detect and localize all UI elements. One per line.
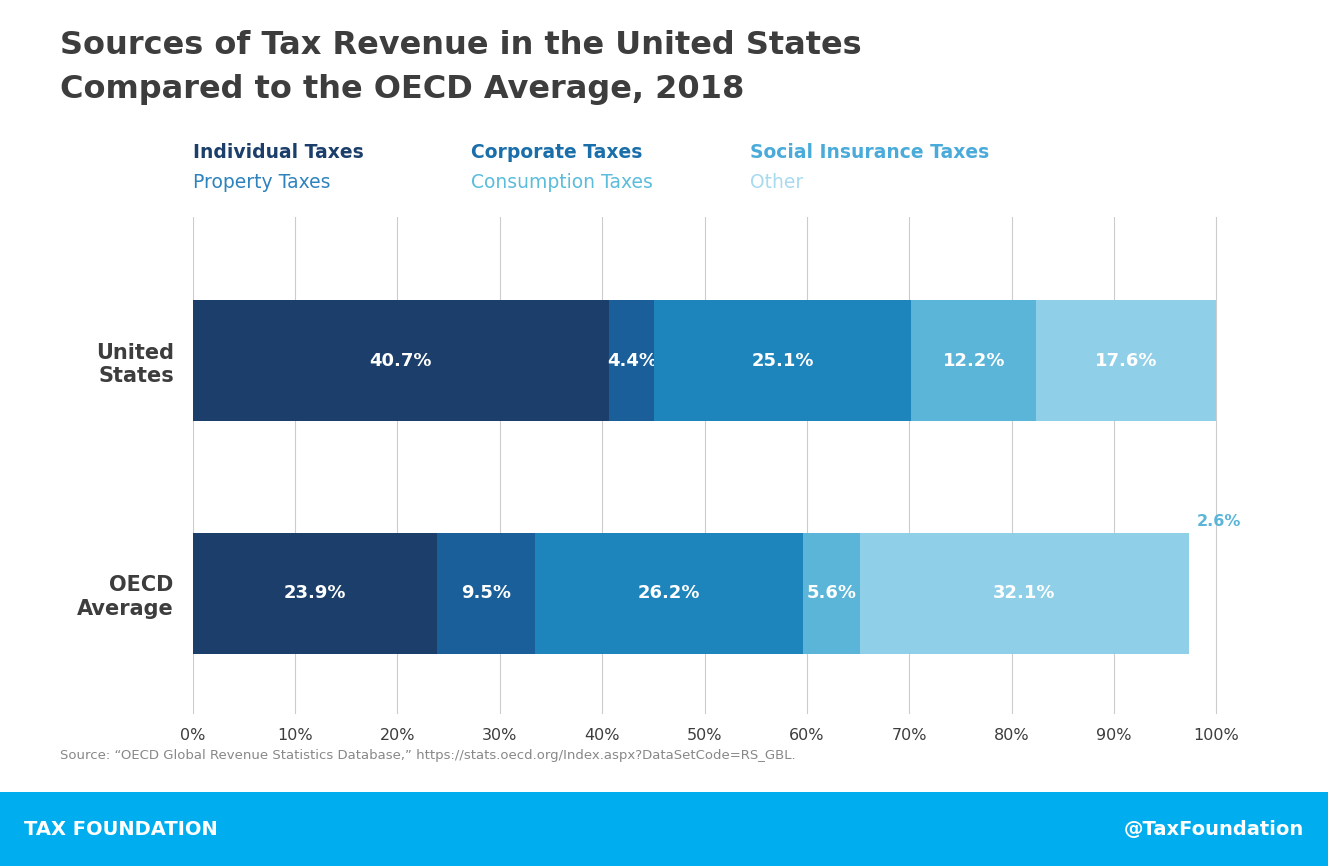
- Text: Sources of Tax Revenue in the United States: Sources of Tax Revenue in the United Sta…: [60, 30, 862, 61]
- Text: Property Taxes: Property Taxes: [193, 173, 331, 192]
- Text: 17.6%: 17.6%: [1096, 352, 1158, 370]
- Text: Source: “OECD Global Revenue Statistics Database,” https://stats.oecd.org/Index.: Source: “OECD Global Revenue Statistics …: [60, 749, 795, 762]
- Text: 23.9%: 23.9%: [284, 585, 347, 603]
- Text: 40.7%: 40.7%: [369, 352, 432, 370]
- Text: TAX FOUNDATION: TAX FOUNDATION: [24, 820, 218, 838]
- Bar: [803, 533, 861, 654]
- Text: 4.4%: 4.4%: [607, 352, 657, 370]
- Text: Corporate Taxes: Corporate Taxes: [471, 143, 643, 162]
- Bar: [610, 301, 655, 421]
- Text: 5.6%: 5.6%: [806, 585, 857, 603]
- Text: 25.1%: 25.1%: [752, 352, 814, 370]
- Text: @TaxFoundation: @TaxFoundation: [1123, 820, 1304, 838]
- Text: 32.1%: 32.1%: [993, 585, 1056, 603]
- Text: Individual Taxes: Individual Taxes: [193, 143, 364, 162]
- Text: 9.5%: 9.5%: [461, 585, 511, 603]
- Text: 26.2%: 26.2%: [637, 585, 700, 603]
- Text: Consumption Taxes: Consumption Taxes: [471, 173, 653, 192]
- Bar: [1036, 301, 1216, 421]
- Bar: [861, 533, 1189, 654]
- Bar: [535, 533, 803, 654]
- Bar: [655, 301, 911, 421]
- Text: Social Insurance Taxes: Social Insurance Taxes: [750, 143, 989, 162]
- Text: 2.6%: 2.6%: [1197, 514, 1242, 529]
- Text: Compared to the OECD Average, 2018: Compared to the OECD Average, 2018: [60, 74, 744, 105]
- Bar: [193, 301, 610, 421]
- Bar: [911, 301, 1036, 421]
- Bar: [437, 533, 535, 654]
- Text: Other: Other: [750, 173, 803, 192]
- Text: 12.2%: 12.2%: [943, 352, 1005, 370]
- Bar: [193, 533, 437, 654]
